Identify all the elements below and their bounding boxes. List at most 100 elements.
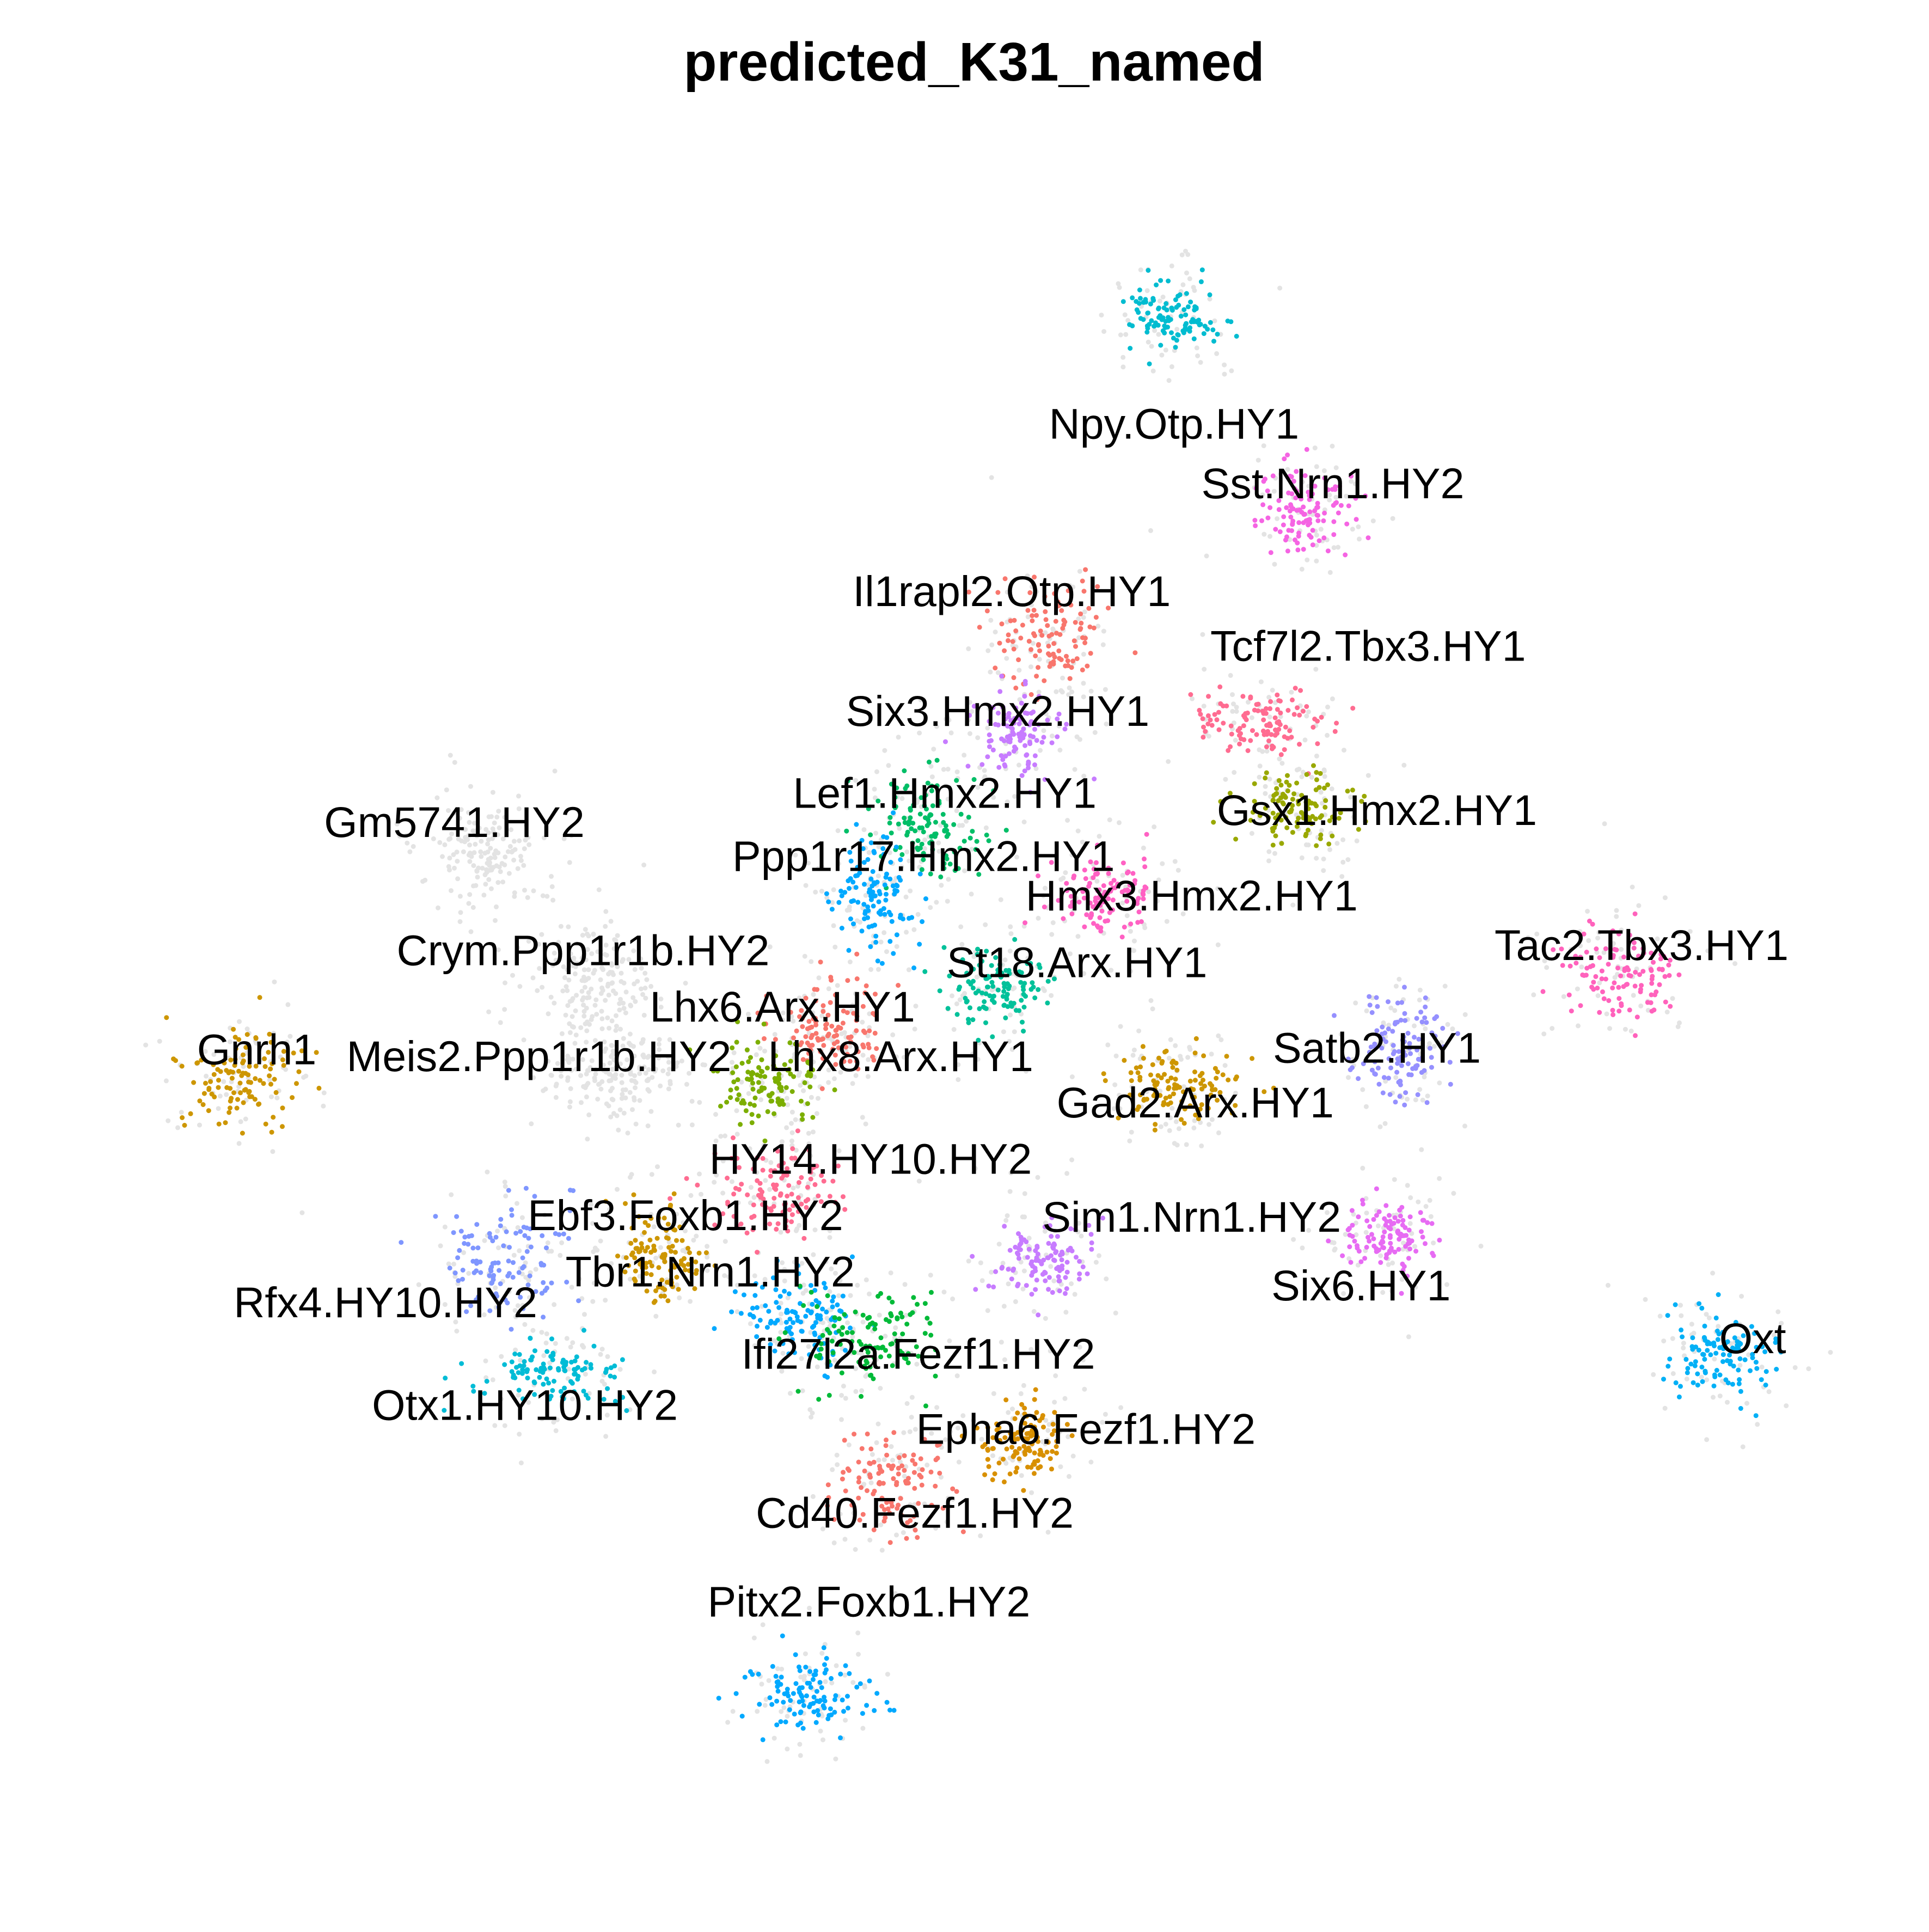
cluster-point [991, 1284, 996, 1289]
background-cell-point [630, 995, 636, 1000]
cluster-point [1708, 1352, 1713, 1358]
background-cell-point [1341, 1291, 1346, 1296]
background-cell-point [1412, 1023, 1417, 1029]
cluster-point [1169, 308, 1175, 313]
background-cell-point [646, 1067, 651, 1072]
cluster-point [1208, 717, 1213, 723]
background-cell-point [813, 889, 818, 895]
background-cell-point [1168, 1037, 1173, 1042]
cluster-point [1298, 688, 1303, 693]
background-cell-point [515, 1303, 520, 1309]
cluster-point [798, 1319, 804, 1325]
background-cell-point [621, 1110, 627, 1116]
background-cell-point [583, 1372, 588, 1377]
cluster-point [511, 1372, 516, 1378]
cluster-point [1303, 799, 1309, 805]
background-cell-point [820, 1737, 825, 1743]
background-cell-point [1010, 1407, 1015, 1411]
cluster-point [1184, 291, 1189, 296]
cluster-point [728, 1095, 733, 1100]
background-cell-point [422, 877, 428, 883]
background-cell-point [1272, 851, 1277, 856]
background-cell-point [778, 1300, 783, 1306]
cluster-point [498, 1216, 504, 1222]
background-cell-point [1149, 344, 1154, 349]
background-cell-point [991, 1391, 996, 1396]
cluster-point [987, 719, 992, 724]
cluster-point [1290, 521, 1295, 526]
background-cell-point [809, 959, 814, 964]
background-cell-point [648, 1212, 654, 1217]
background-cell-point [763, 1697, 769, 1702]
background-cell-point [705, 1268, 710, 1273]
background-cell-point [797, 1070, 803, 1075]
background-cell-point [583, 927, 588, 932]
background-cell-point [568, 1344, 573, 1350]
background-cell-point [1314, 558, 1319, 564]
background-cell-point [592, 1245, 598, 1251]
background-cell-point [1042, 988, 1047, 993]
cluster-point [990, 994, 996, 999]
cluster-point [734, 1040, 739, 1045]
cluster-point [1003, 968, 1009, 973]
background-cell-point [914, 800, 920, 805]
background-cell-point [1019, 1473, 1024, 1478]
background-cell-point [1031, 1309, 1037, 1314]
cluster-point [474, 1222, 480, 1227]
cluster-point [826, 1392, 832, 1398]
background-cell-point [271, 1031, 276, 1036]
cluster-point [1212, 1066, 1218, 1071]
cluster-point [433, 1214, 438, 1219]
background-cell-point [1195, 353, 1201, 358]
cluster-point [1716, 1292, 1721, 1297]
background-cell-point [869, 1452, 875, 1457]
cluster-point [875, 958, 880, 964]
background-cell-point [946, 1495, 951, 1501]
cluster-point [1267, 706, 1273, 711]
background-cell-point [516, 793, 521, 799]
cluster-point [605, 981, 611, 987]
cluster-point [506, 1271, 512, 1276]
background-cell-point [758, 1097, 763, 1103]
cluster-point [474, 868, 480, 873]
cluster-point [459, 1361, 464, 1366]
cluster-point [498, 1223, 503, 1228]
background-cell-point [1125, 318, 1131, 323]
background-cell-point [1101, 329, 1107, 334]
cluster-point [1297, 712, 1302, 718]
cluster-point [1166, 278, 1171, 284]
cluster-point [805, 1101, 810, 1106]
background-cell-point [1146, 339, 1151, 345]
background-cell-point [1064, 1171, 1070, 1176]
cluster-point [446, 864, 451, 869]
background-cell-point [1246, 700, 1251, 705]
cluster-point [512, 894, 517, 899]
cluster-point [1087, 624, 1093, 629]
background-cell-point [1168, 1115, 1173, 1121]
background-cell-point [850, 1680, 856, 1685]
cluster-point [1638, 989, 1643, 994]
cluster-point [985, 754, 990, 760]
cluster-point [1448, 1081, 1453, 1087]
cluster-point [1713, 1350, 1719, 1356]
cluster-point [1384, 1252, 1389, 1257]
background-cell-point [959, 941, 965, 947]
background-cell-point [516, 1392, 521, 1398]
background-cell-point [803, 883, 809, 888]
cluster-point [893, 804, 898, 809]
cluster-point [1019, 970, 1024, 975]
background-cell-point [844, 1352, 849, 1358]
cluster-point [1011, 732, 1016, 737]
cluster-point [272, 1077, 277, 1082]
cluster-point [1120, 299, 1126, 304]
cluster-point [993, 1269, 999, 1274]
cluster-point [1011, 646, 1016, 652]
cluster-point [1699, 1365, 1705, 1369]
cluster-point [876, 899, 881, 904]
cluster-point [970, 985, 976, 991]
background-cell-point [513, 1347, 518, 1353]
cluster-point [1418, 1010, 1424, 1015]
background-cell-point [143, 1042, 149, 1048]
cluster-point [1138, 296, 1143, 301]
background-cell-point [446, 1261, 451, 1267]
